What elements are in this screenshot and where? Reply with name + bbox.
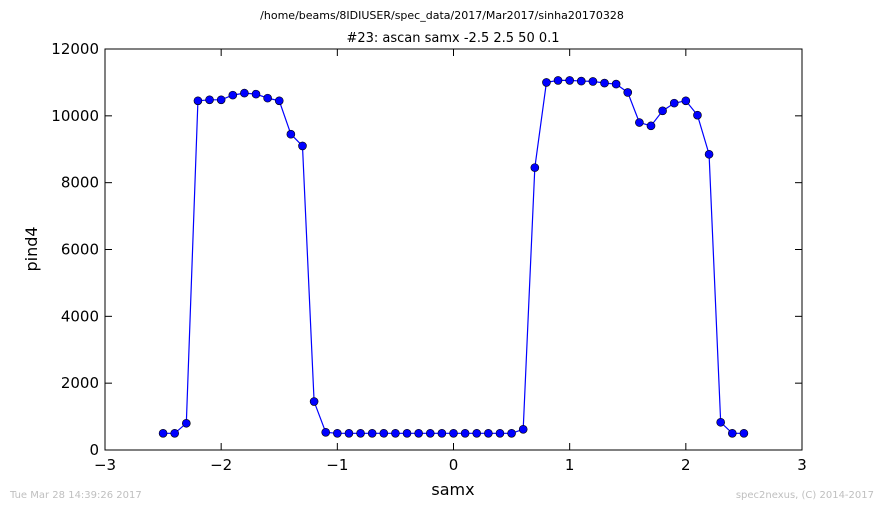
data-point (216, 95, 226, 105)
y-tick-label: 4000 (61, 307, 99, 325)
data-point (274, 96, 284, 106)
data-point (484, 428, 493, 438)
data-point (367, 428, 377, 438)
data-point (704, 149, 714, 159)
data-point (182, 418, 191, 428)
data-point (669, 98, 679, 108)
data-point (356, 428, 365, 438)
data-point (611, 79, 621, 89)
x-tick-label: −1 (326, 456, 348, 474)
data-point (623, 88, 633, 97)
data-point (658, 106, 667, 116)
x-axis-label: samx (431, 480, 474, 499)
data-point (414, 428, 423, 438)
x-tick-label: 3 (797, 456, 807, 474)
data-point (460, 428, 470, 438)
y-tick-label: 8000 (61, 174, 99, 192)
data-point (727, 428, 737, 438)
file-path-header: /home/beams/8IDIUSER/spec_data/2017/Mar2… (260, 9, 624, 22)
data-point (263, 93, 272, 103)
axes-frame (104, 48, 803, 451)
data-point (379, 428, 389, 438)
data-point (344, 428, 354, 438)
data-point (205, 95, 214, 105)
data-point (286, 129, 296, 139)
data-point (681, 96, 691, 106)
data-point (518, 424, 528, 434)
data-point (425, 428, 435, 438)
data-point (507, 428, 516, 438)
data-point (251, 89, 261, 99)
data-point (588, 77, 598, 86)
plot-area (158, 76, 749, 438)
data-point (170, 428, 179, 438)
footer-credit: spec2nexus, (C) 2014-2017 (736, 490, 874, 501)
data-point (646, 121, 656, 131)
data-point (576, 76, 586, 86)
data-point (600, 78, 609, 88)
data-point (333, 428, 342, 438)
data-point (391, 428, 400, 438)
data-point (449, 428, 458, 438)
data-point (693, 110, 702, 120)
data-point (635, 118, 644, 127)
footer-timestamp: Tue Mar 28 14:39:26 2017 (9, 490, 142, 501)
data-point (542, 78, 551, 87)
x-tick-label: 1 (565, 456, 575, 474)
data-point (402, 428, 412, 438)
data-point (565, 76, 574, 85)
y-tick-label: 0 (89, 441, 99, 459)
data-point (495, 428, 505, 438)
data-point (437, 428, 447, 438)
data-point (716, 417, 725, 427)
x-tick-label: −2 (210, 456, 232, 474)
x-tick-label: −3 (94, 456, 116, 474)
data-point (158, 428, 168, 438)
data-point (530, 163, 540, 172)
y-tick-label: 10000 (51, 107, 99, 125)
data-point (739, 428, 749, 438)
y-tick-label: 2000 (61, 374, 99, 392)
y-axis-label: pind4 (22, 226, 41, 271)
data-point (321, 427, 331, 437)
data-point (228, 90, 238, 100)
series-line (163, 79, 744, 434)
data-point (309, 397, 319, 406)
data-point (240, 88, 249, 98)
data-point (553, 76, 563, 85)
x-tick-label: 2 (681, 456, 691, 474)
data-point (472, 428, 482, 438)
data-point (193, 96, 203, 106)
x-tick-label: 0 (449, 456, 459, 474)
axes: −3 −2 −1 0 1 2 3 0 2000 4000 6000 8000 10000 12000 (51, 40, 806, 474)
chart-title: #23: ascan samx -2.5 2.5 50 0.1 (346, 31, 559, 46)
y-tick-label: 6000 (61, 241, 99, 259)
data-point (298, 141, 307, 151)
y-tick-label: 12000 (51, 40, 99, 58)
